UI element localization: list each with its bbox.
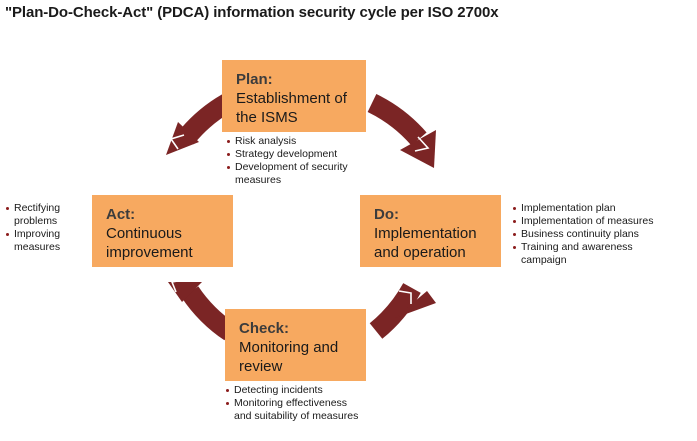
list-item: Improving measures (6, 228, 86, 254)
ring-arc-act-plan (178, 94, 233, 145)
ring-arrow-do-check (395, 291, 436, 318)
act-box: Act: Continuous improvement (92, 195, 233, 267)
list-item: Monitoring effectiveness and suitability… (226, 397, 396, 423)
do-subtitle: Implementation and operation (374, 225, 477, 261)
arrowhead-outline-plan-do (414, 136, 430, 152)
ring-arc-do-check (369, 282, 421, 339)
arrowhead-outline-check-act (170, 279, 184, 293)
do-box: Do: Implementation and operation (360, 195, 501, 267)
do-items: Implementation plan Implementation of me… (513, 202, 693, 267)
plan-items: Risk analysis Strategy development Devel… (227, 135, 377, 187)
list-item: Rectifying problems (6, 202, 86, 228)
check-items: Detecting incidents Monitoring effective… (226, 384, 396, 423)
ring-arc-check-act (181, 286, 236, 341)
list-item: Implementation plan (513, 202, 693, 215)
plan-subtitle: Establishment of the ISMS (236, 90, 347, 126)
check-subtitle: Monitoring and review (239, 339, 339, 375)
act-heading: Act: (106, 206, 136, 223)
ring-arc-plan-do (367, 93, 427, 146)
check-heading: Check: (239, 320, 290, 337)
plan-box: Plan: Establishment of the ISMS (222, 60, 366, 132)
arrowhead-outline-do-check (398, 290, 412, 304)
act-subtitle: Continuous improvement (106, 225, 193, 261)
list-item: Implementation of measures (513, 215, 693, 228)
list-item: Business continuity plans (513, 228, 693, 241)
ring-arrow-plan-do (400, 130, 436, 168)
list-item: Strategy development (227, 148, 377, 161)
diagram-title: "Plan-Do-Check-Act" (PDCA) information s… (5, 4, 499, 21)
act-items: Rectifying problems Improving measures (6, 202, 86, 254)
list-item: Training and awareness campaign (513, 241, 693, 267)
plan-heading: Plan: (236, 71, 273, 88)
list-item: Development of security measures (227, 161, 377, 187)
check-box: Check: Monitoring and review (225, 309, 366, 381)
list-item: Risk analysis (227, 135, 377, 148)
arrowhead-outline-act-plan (169, 134, 185, 150)
ring-arrow-check-act (168, 282, 202, 302)
list-item: Detecting incidents (226, 384, 396, 397)
ring-arrow-act-plan (166, 122, 199, 155)
do-heading: Do: (374, 206, 399, 223)
